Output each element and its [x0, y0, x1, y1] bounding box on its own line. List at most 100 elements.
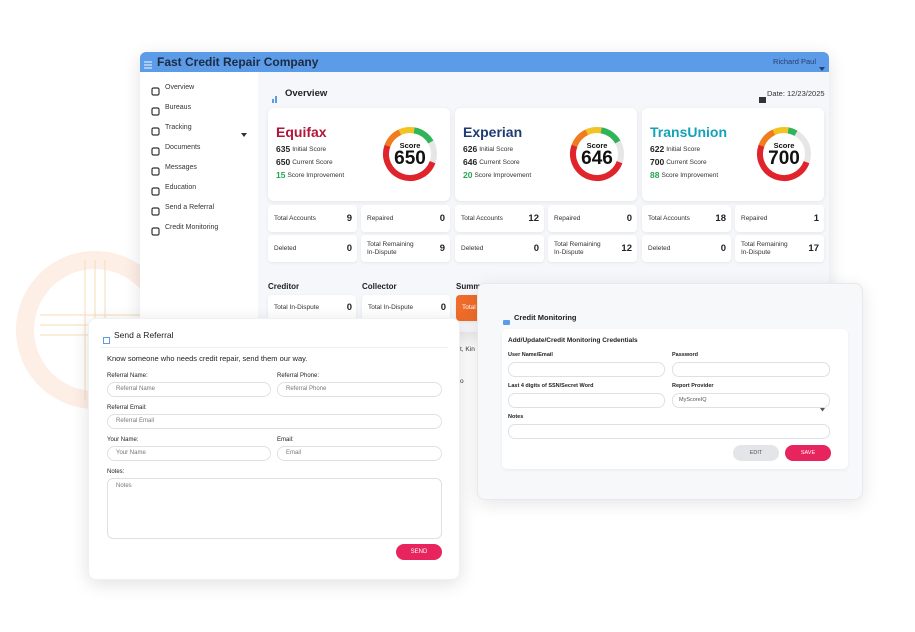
text-input[interactable]: Your Name [107, 446, 271, 461]
nav-icon [151, 83, 160, 96]
field-label: Referral Name: [107, 373, 148, 379]
text-input[interactable]: Referral Phone [277, 382, 442, 397]
nav-icon-svg [151, 107, 160, 116]
stat-box [455, 205, 544, 232]
monitoring-subtitle: Add/Update/Credit Monitoring Credentials [508, 337, 638, 344]
stat-value: 0 [626, 213, 632, 224]
text-input[interactable] [508, 362, 665, 377]
nav-item[interactable]: Tracking [165, 124, 192, 131]
field-label: Notes [508, 414, 524, 420]
field-label: Report Provider [672, 383, 714, 389]
score-gauge-svg [383, 126, 437, 181]
monitoring-icon [503, 313, 510, 325]
field-label: Referral Email: [107, 405, 147, 411]
bureau-name: Experian [463, 124, 523, 140]
menu-icon [143, 57, 153, 69]
field-label: Referral Phone: [277, 373, 320, 379]
send-button[interactable]: SEND [396, 544, 442, 560]
score-gauge [752, 122, 816, 186]
sidebar [140, 72, 258, 332]
select-caret-svg [820, 408, 825, 412]
nav-icon [151, 143, 160, 156]
stat-label: Total Accounts [648, 214, 690, 222]
nav-item[interactable]: Education [165, 184, 197, 191]
gauge-score: 650 [394, 148, 426, 169]
user-caret-svg [819, 67, 825, 71]
overview-icon-svg [272, 96, 277, 103]
nav-caret [241, 125, 247, 137]
field-label: User Name/Email [508, 352, 553, 358]
nav-icon-svg [151, 227, 160, 236]
bureau-name: Equifax [276, 124, 327, 140]
stat-label: Total Remaining In-Dispute [554, 241, 601, 256]
nav-item[interactable]: Bureaus [165, 104, 192, 111]
stat-label: Total Accounts [461, 214, 503, 222]
nav-icon-svg [151, 207, 160, 216]
stat-label: Repaired [367, 214, 394, 222]
gauge-score: 700 [768, 148, 800, 169]
dispute-label: Total In-Dispute [274, 304, 320, 311]
nav-icon [151, 123, 160, 136]
referral-panel [88, 318, 460, 580]
nav-icon [151, 223, 160, 236]
score-value: 20 [463, 170, 473, 180]
stat-label: Deleted [648, 244, 671, 252]
dispute-label: Total In-Dispute [368, 304, 414, 311]
score-label: Current Score [666, 159, 707, 166]
user-menu[interactable]: Richard Paul [773, 57, 816, 66]
dispute-value: 0 [440, 302, 446, 313]
text-input[interactable]: MyScoreIQ [672, 393, 830, 408]
dispute-title: Collector [362, 282, 397, 291]
calendar-icon [759, 90, 766, 103]
stat-value: 17 [808, 243, 819, 254]
score-label: Score Improvement [661, 172, 719, 179]
stat-value: 0 [346, 243, 352, 254]
nav-item[interactable]: Messages [165, 164, 197, 171]
stat-label: Deleted [461, 244, 484, 252]
score-label: Initial Score [666, 146, 701, 153]
stat-box [548, 235, 637, 262]
score-gauge [378, 122, 442, 186]
divider [100, 347, 448, 348]
edit-button[interactable]: EDIT [733, 445, 779, 461]
nav-icon-svg [151, 87, 160, 96]
text-fragment: o [460, 378, 464, 385]
monitoring-icon-svg [503, 320, 510, 325]
save-button[interactable]: SAVE [785, 445, 831, 461]
text-input[interactable] [508, 424, 830, 439]
nav-icon-svg [151, 187, 160, 196]
header-bar [140, 52, 829, 72]
score-label: Current Score [292, 159, 333, 166]
nav-icon-svg [151, 147, 160, 156]
date: Date: 12/23/2025 [767, 89, 825, 98]
text-input[interactable]: Notes [107, 478, 442, 539]
nav-item[interactable]: Send a Referral [165, 204, 215, 211]
stat-value: 0 [439, 213, 445, 224]
score-value: 650 [276, 157, 291, 167]
stat-value: 9 [346, 213, 352, 224]
score-gauge-svg [757, 126, 811, 181]
text-input[interactable] [672, 362, 830, 377]
score-gauge [565, 122, 629, 186]
nav-item[interactable]: Documents [165, 144, 201, 151]
stat-label: Repaired [741, 214, 768, 222]
text-input[interactable]: Email [277, 446, 442, 461]
stat-label: Repaired [554, 214, 581, 222]
referral-icon [103, 331, 110, 344]
bureau-name: TransUnion [650, 124, 728, 140]
nav-item[interactable]: Overview [165, 84, 195, 91]
nav-item[interactable]: Credit Monitoring [165, 224, 219, 231]
score-value: 700 [650, 157, 665, 167]
stat-box [735, 205, 824, 232]
text-input[interactable]: Referral Name [107, 382, 271, 397]
nav-icon-svg [151, 167, 160, 176]
score-label: Score Improvement [287, 172, 345, 179]
stat-label: Total Remaining In-Dispute [367, 241, 414, 256]
text-input[interactable]: Referral Email [107, 414, 442, 429]
score-value: 646 [463, 157, 478, 167]
score-value: 626 [463, 144, 478, 154]
text-input[interactable] [508, 393, 665, 408]
stat-value: 18 [715, 213, 726, 224]
stat-value: 0 [533, 243, 539, 254]
